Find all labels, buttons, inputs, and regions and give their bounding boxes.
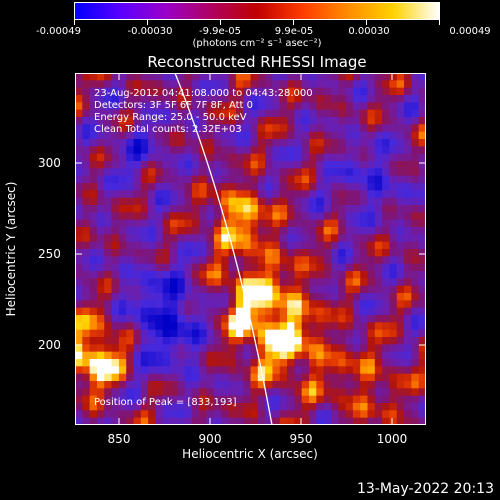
y-tick-label: 300 xyxy=(38,156,61,170)
info-energy-range: Energy Range: 25.0 - 50.0 keV xyxy=(94,112,247,123)
y-axis-label: Heliocentric Y (arcsec) xyxy=(4,181,18,317)
colorbar-tick xyxy=(74,20,75,25)
colorbar-tick xyxy=(366,20,367,25)
timestamp-footer: 13-May-2022 20:13 xyxy=(356,481,494,497)
x-tick-label: 1000 xyxy=(376,432,408,446)
image-title: Reconstructed RHESSI Image xyxy=(147,53,367,71)
x-axis-label: Heliocentric X (arcsec) xyxy=(182,447,318,461)
info-time-range: 23-Aug-2012 04:41:08.000 to 04:43:28.000 xyxy=(94,88,313,99)
image-pixels xyxy=(75,73,426,425)
colorbar-tick-label: -0.00030 xyxy=(127,26,173,37)
colorbar-tick-label: 0.00030 xyxy=(348,26,390,37)
info-detectors: Detectors: 3F 5F 6F 7F 8F, Att 0 xyxy=(94,100,254,111)
x-tick-label: 900 xyxy=(198,432,222,446)
colorbar-tick xyxy=(439,20,440,25)
colorbar-tick xyxy=(147,20,148,25)
colorbar-tick xyxy=(293,20,294,25)
x-tick-label: 850 xyxy=(107,432,131,446)
info-clean-counts: Clean Total counts: 2.32E+03 xyxy=(94,124,242,135)
y-tick-label: 250 xyxy=(38,247,61,261)
y-tick-label: 200 xyxy=(38,338,61,352)
colorbar-units: (photons cm⁻² s⁻¹ asec⁻²) xyxy=(192,38,322,49)
colorbar-tick-label: -9.9e-05 xyxy=(199,26,241,37)
colorbar-tick xyxy=(220,20,221,25)
colorbar-tick-label: 9.9e-05 xyxy=(274,26,314,37)
solar-limb xyxy=(174,73,273,425)
peak-position: Position of Peak = [833,193] xyxy=(94,397,237,408)
colorbar-tick-label: -0.00049 xyxy=(36,26,81,37)
colorbar xyxy=(74,2,440,20)
x-tick-label: 950 xyxy=(289,432,313,446)
rhessi-image xyxy=(75,73,426,425)
colorbar-tick-label: 0.00049 xyxy=(449,26,491,37)
